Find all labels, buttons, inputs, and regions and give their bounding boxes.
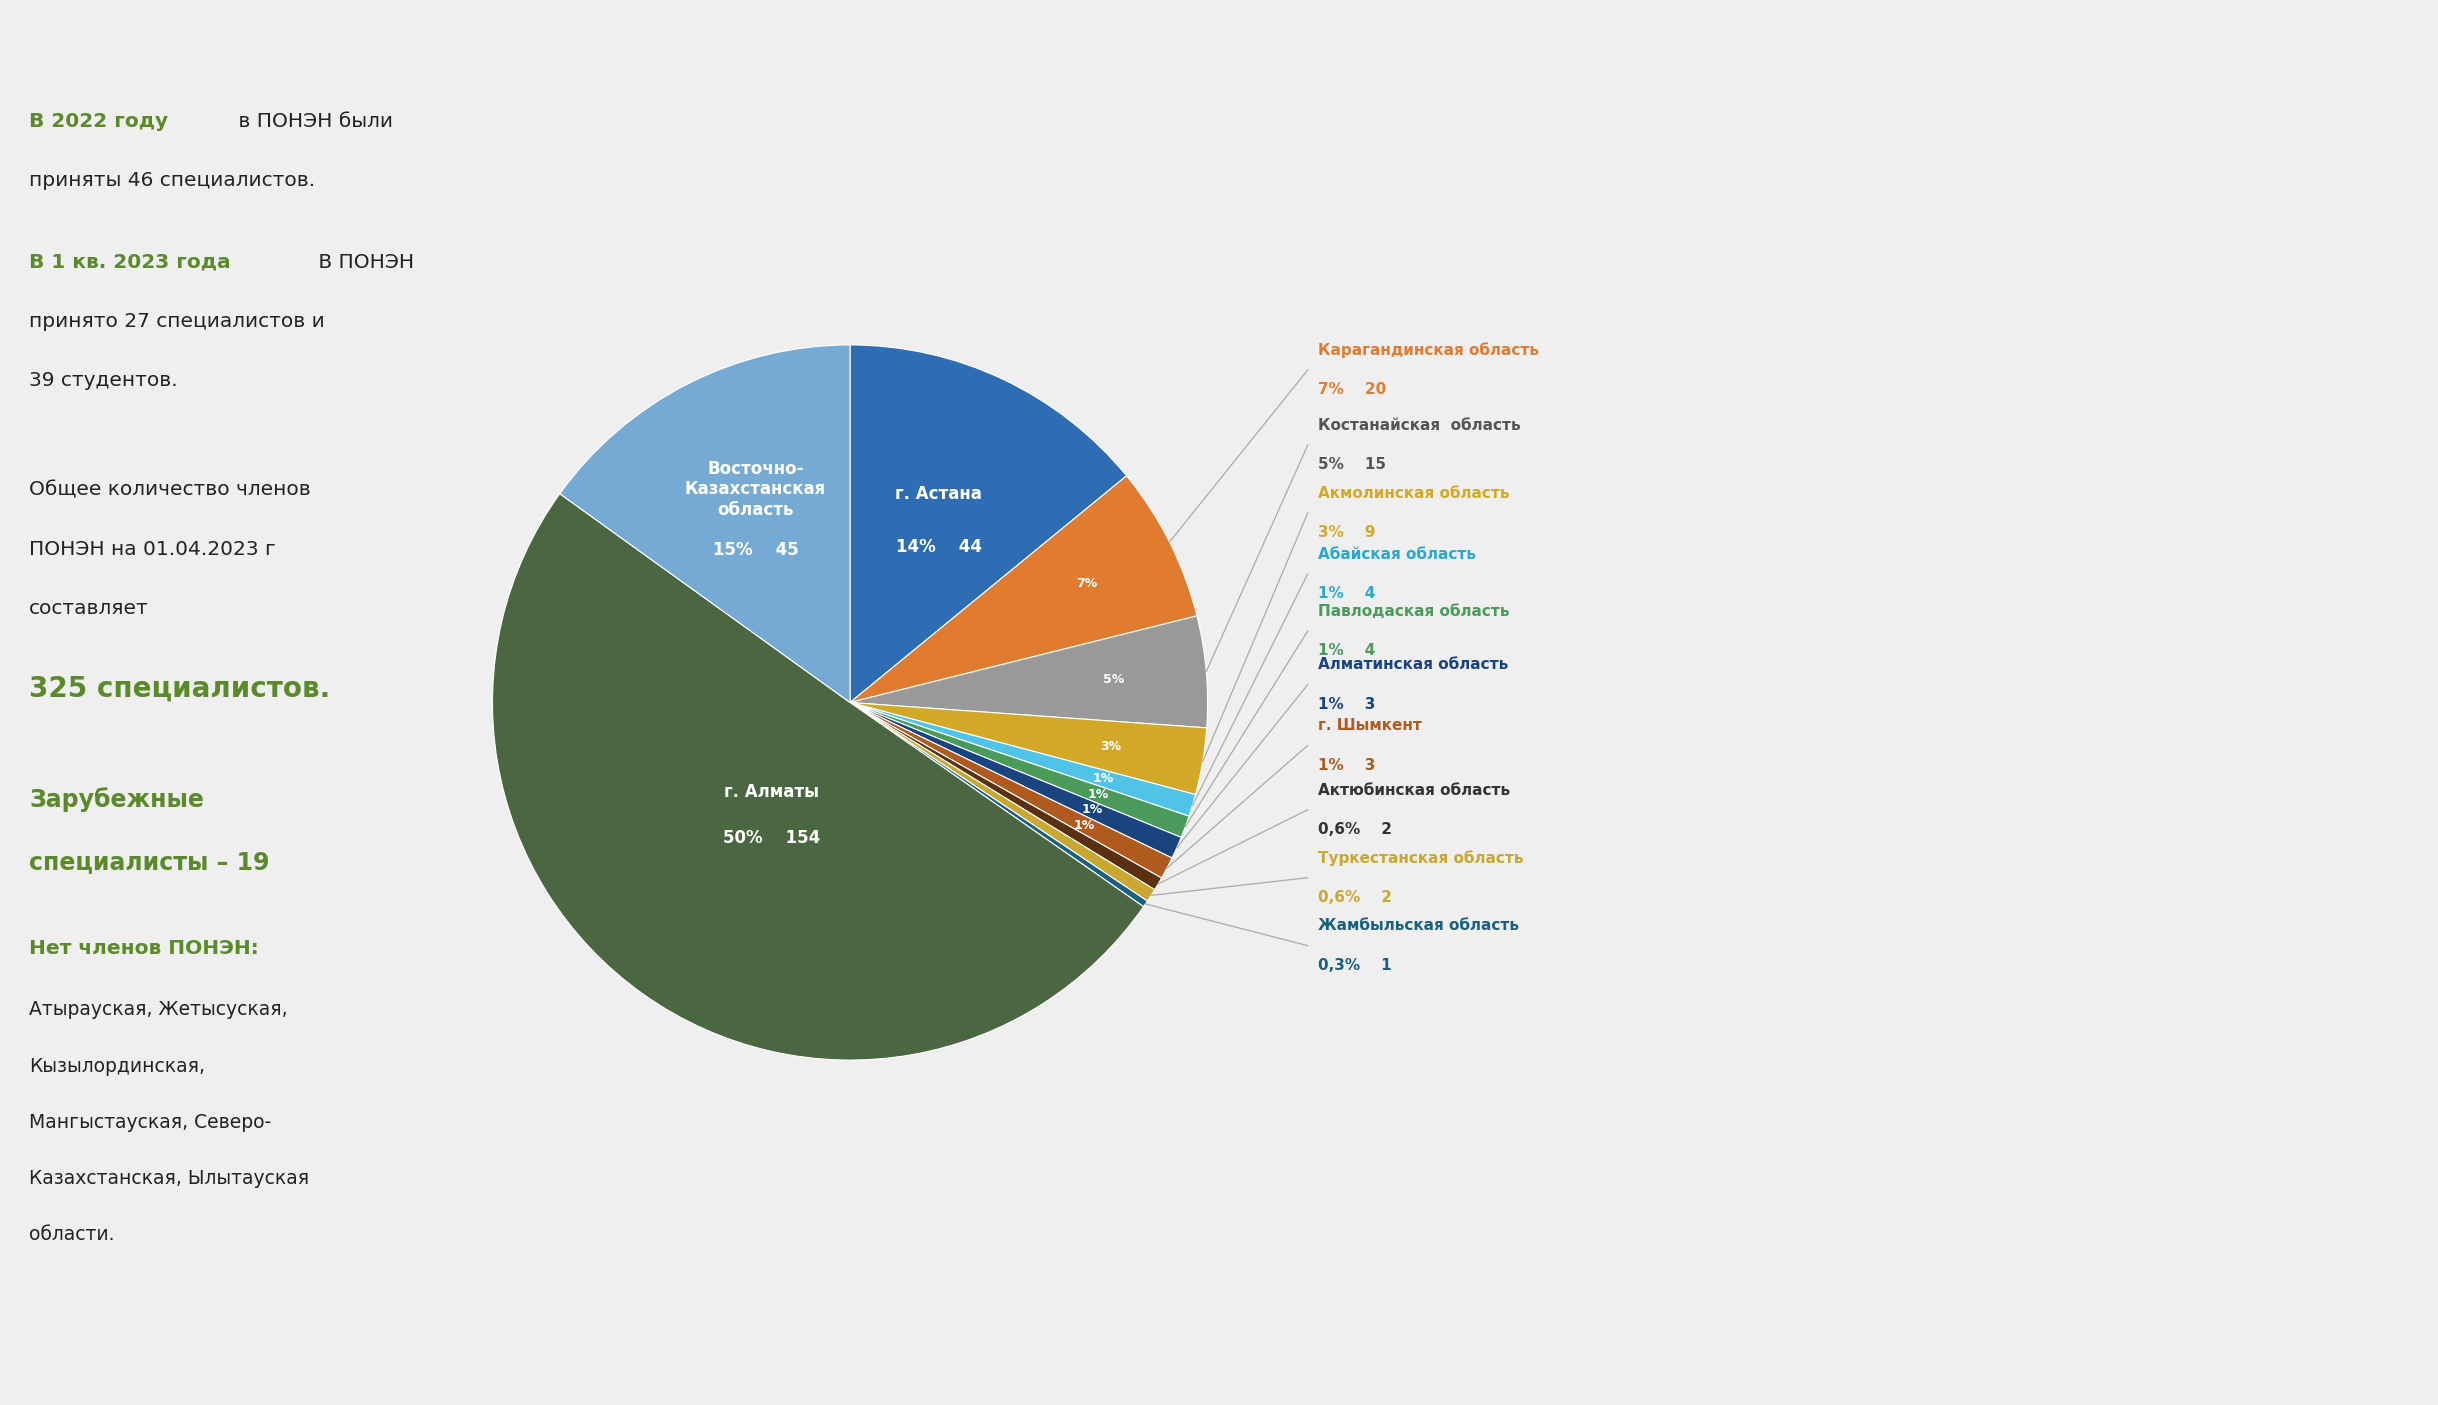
Text: Кызылординская,: Кызылординская, (29, 1057, 205, 1076)
Text: г. Астана: г. Астана (895, 485, 983, 503)
Text: Зарубежные: Зарубежные (29, 787, 205, 812)
Text: 50%    154: 50% 154 (724, 829, 819, 847)
Text: 1%: 1% (1080, 804, 1102, 816)
Text: Мангыстауская, Северо-: Мангыстауская, Северо- (29, 1113, 271, 1132)
Text: ПОНЭН на 01.04.2023 г: ПОНЭН на 01.04.2023 г (29, 540, 275, 559)
Text: В ПОНЭН: В ПОНЭН (312, 253, 414, 273)
Text: Восточно-
Казахстанская
область: Восточно- Казахстанская область (685, 459, 826, 518)
Text: Павлодаская область: Павлодаская область (1319, 604, 1509, 618)
Wedge shape (851, 344, 1126, 702)
Text: 1%    4: 1% 4 (1319, 643, 1375, 658)
Text: 14%    44: 14% 44 (895, 538, 983, 556)
Wedge shape (851, 702, 1173, 878)
Text: 0,6%    2: 0,6% 2 (1319, 822, 1392, 837)
Text: 15%    45: 15% 45 (712, 541, 797, 559)
Wedge shape (851, 615, 1207, 728)
Wedge shape (561, 344, 851, 702)
Text: Карагандинская область: Карагандинская область (1319, 343, 1538, 358)
Wedge shape (851, 702, 1148, 906)
Text: составляет: составляет (29, 599, 149, 618)
Wedge shape (851, 702, 1180, 858)
Text: Костанайская  область: Костанайская область (1319, 417, 1521, 433)
Text: 1%: 1% (1075, 819, 1095, 832)
Text: Акмолинская область: Акмолинская область (1319, 486, 1509, 500)
Text: 325 специалистов.: 325 специалистов. (29, 674, 332, 702)
Text: Атырауская, Жетысуская,: Атырауская, Жетысуская, (29, 1000, 288, 1020)
Text: 5%: 5% (1102, 673, 1124, 686)
Text: Жамбыльская область: Жамбыльская область (1319, 919, 1519, 933)
Text: 7%: 7% (1075, 577, 1097, 590)
Text: области.: области. (29, 1225, 115, 1245)
Wedge shape (851, 702, 1207, 795)
Wedge shape (851, 702, 1160, 889)
Text: Казахстанская, Ылытауская: Казахстанская, Ылытауская (29, 1169, 310, 1189)
Text: 1%: 1% (1087, 788, 1109, 801)
Text: 0,3%    1: 0,3% 1 (1319, 958, 1392, 972)
Text: Туркестанская область: Туркестанская область (1319, 850, 1524, 865)
Text: Абайская область: Абайская область (1319, 547, 1477, 562)
Text: приняты 46 специалистов.: приняты 46 специалистов. (29, 171, 315, 191)
Text: принято 27 специалистов и: принято 27 специалистов и (29, 312, 324, 332)
Text: Общее количество членов: Общее количество членов (29, 481, 312, 500)
Text: г. Алматы: г. Алматы (724, 783, 819, 801)
Text: 39 студентов.: 39 студентов. (29, 371, 178, 391)
Text: В 1 кв. 2023 года: В 1 кв. 2023 года (29, 253, 232, 273)
Text: 1%    3: 1% 3 (1319, 697, 1375, 712)
Text: 1%    3: 1% 3 (1319, 757, 1375, 773)
Text: Алматинская область: Алматинская область (1319, 658, 1509, 673)
Wedge shape (851, 702, 1195, 816)
Text: г. Шымкент: г. Шымкент (1319, 718, 1421, 733)
Text: Нет членов ПОНЭН:: Нет членов ПОНЭН: (29, 939, 258, 958)
Text: 1%: 1% (1092, 773, 1114, 785)
Text: 5%    15: 5% 15 (1319, 457, 1387, 472)
Text: 1%    4: 1% 4 (1319, 586, 1375, 601)
Text: 0,6%    2: 0,6% 2 (1319, 889, 1392, 905)
Text: 3%    9: 3% 9 (1319, 525, 1375, 540)
Wedge shape (851, 702, 1156, 901)
Text: специалисты – 19: специалисты – 19 (29, 850, 271, 874)
Wedge shape (851, 476, 1197, 702)
Text: 3%: 3% (1100, 739, 1121, 753)
Wedge shape (851, 702, 1190, 837)
Text: в ПОНЭН были: в ПОНЭН были (232, 112, 393, 132)
Wedge shape (492, 493, 1143, 1061)
Text: 7%    20: 7% 20 (1319, 382, 1387, 398)
Text: Актюбинская область: Актюбинская область (1319, 783, 1512, 798)
Text: В 2022 году: В 2022 году (29, 112, 168, 132)
